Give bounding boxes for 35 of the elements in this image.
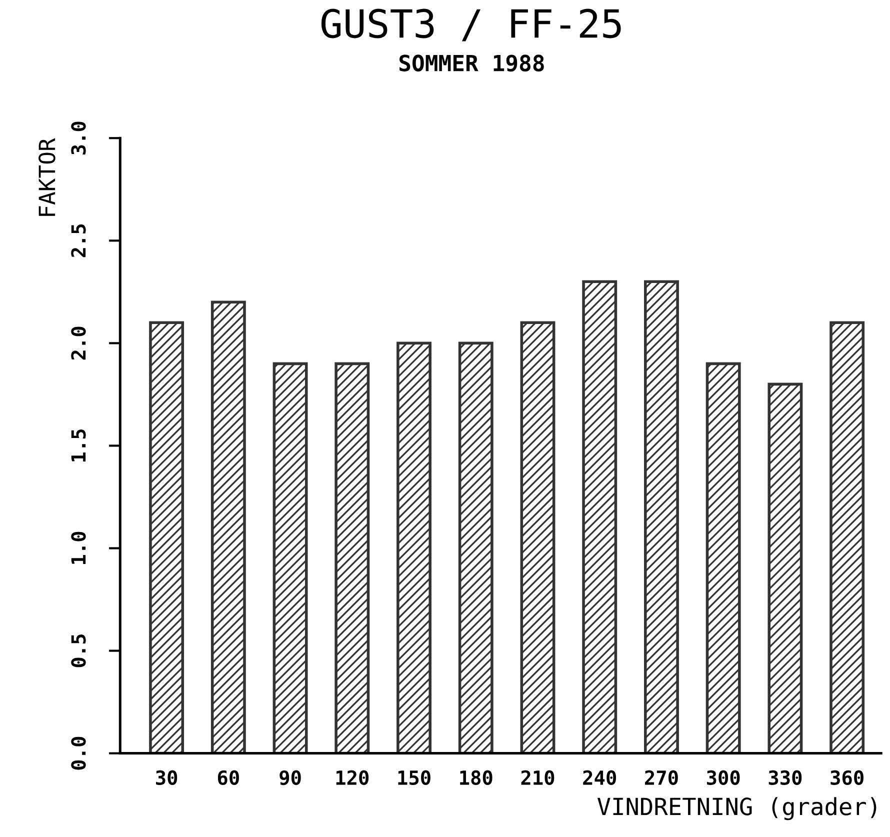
x-tick-label: 180 <box>460 770 492 786</box>
bar <box>272 362 308 754</box>
x-tick-label: 90 <box>280 770 301 786</box>
chart-subtitle: SOMMER 1988 <box>400 54 544 72</box>
x-tick-label: 240 <box>583 770 616 786</box>
chart-title: GUST3 / FF-25 <box>321 8 621 42</box>
x-tick-label: 330 <box>768 770 802 786</box>
y-tick-label: 0.5 <box>71 634 86 668</box>
bar <box>210 300 246 754</box>
x-tick-label: 150 <box>398 770 430 786</box>
x-tick-label: 30 <box>156 770 178 786</box>
bar <box>582 280 618 754</box>
bar <box>396 342 432 754</box>
bar <box>458 342 494 754</box>
x-tick-label: 210 <box>521 770 554 786</box>
x-tick-label: 120 <box>336 770 369 786</box>
x-axis-title: VINDRETNING (grader) <box>597 797 876 820</box>
y-tick-label: 3.0 <box>71 122 86 154</box>
y-axis-title: FAKTOR <box>38 138 56 216</box>
x-tick-label: 270 <box>645 770 678 786</box>
bar <box>644 280 679 754</box>
y-tick-label: 2.0 <box>71 326 86 360</box>
bar <box>520 321 556 754</box>
bar <box>149 321 184 754</box>
x-tick-label: 360 <box>830 770 864 786</box>
x-tick-label: 300 <box>706 770 740 786</box>
y-tick-label: 1.5 <box>71 429 86 462</box>
bar <box>768 382 803 754</box>
x-tick-label: 60 <box>218 770 239 786</box>
bar <box>334 362 370 754</box>
y-tick-label: 2.5 <box>71 224 86 258</box>
y-tick-label: 1.0 <box>71 532 86 564</box>
bar <box>830 321 865 754</box>
bar <box>706 362 741 754</box>
y-tick-label: 0.0 <box>71 736 86 770</box>
